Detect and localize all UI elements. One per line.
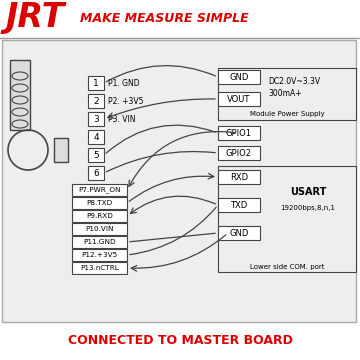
Bar bbox=[54, 138, 68, 162]
Text: P3. VIN: P3. VIN bbox=[108, 114, 135, 123]
Bar bbox=[218, 68, 356, 120]
Bar bbox=[72, 197, 127, 209]
Text: P7.PWR_ON: P7.PWR_ON bbox=[78, 186, 121, 193]
Text: 4: 4 bbox=[93, 132, 99, 141]
Bar bbox=[88, 112, 104, 126]
Text: GPIO1: GPIO1 bbox=[226, 129, 252, 138]
Text: 6: 6 bbox=[93, 168, 99, 177]
Bar bbox=[218, 92, 260, 106]
Text: TXD: TXD bbox=[230, 201, 248, 210]
Bar bbox=[10, 60, 30, 130]
Text: Lower side COM. port: Lower side COM. port bbox=[250, 264, 324, 270]
Text: GPIO2: GPIO2 bbox=[226, 148, 252, 158]
Text: P13.nCTRL: P13.nCTRL bbox=[80, 265, 119, 271]
Bar bbox=[218, 70, 260, 84]
Text: P12.+3V5: P12.+3V5 bbox=[81, 252, 118, 258]
Text: VOUT: VOUT bbox=[227, 94, 251, 104]
Bar bbox=[72, 236, 127, 248]
Text: P10.VIN: P10.VIN bbox=[85, 226, 114, 232]
Bar bbox=[72, 249, 127, 261]
Bar bbox=[88, 166, 104, 180]
Bar bbox=[2, 40, 356, 322]
Text: P8.TXD: P8.TXD bbox=[86, 200, 113, 206]
Bar bbox=[88, 130, 104, 144]
Bar bbox=[218, 170, 260, 184]
Text: P11.GND: P11.GND bbox=[83, 239, 116, 245]
Text: 1: 1 bbox=[93, 78, 99, 87]
Bar bbox=[218, 198, 260, 212]
Bar bbox=[218, 226, 260, 240]
Text: Module Power Supply: Module Power Supply bbox=[250, 111, 324, 117]
Bar bbox=[72, 210, 127, 222]
Text: 3: 3 bbox=[93, 114, 99, 123]
Bar bbox=[88, 148, 104, 162]
Text: 2: 2 bbox=[93, 96, 99, 105]
Text: P9.RXD: P9.RXD bbox=[86, 213, 113, 219]
Bar bbox=[218, 166, 356, 272]
Bar bbox=[72, 223, 127, 235]
Bar bbox=[218, 126, 260, 140]
Text: GND: GND bbox=[229, 72, 249, 81]
Text: DC2.0V~3.3V: DC2.0V~3.3V bbox=[268, 77, 320, 86]
Bar bbox=[72, 184, 127, 196]
Text: USART: USART bbox=[290, 187, 326, 197]
Text: P2. +3V5: P2. +3V5 bbox=[108, 96, 144, 105]
Text: JRT: JRT bbox=[6, 1, 66, 35]
Bar bbox=[218, 146, 260, 160]
Text: GND: GND bbox=[229, 229, 249, 238]
Bar bbox=[72, 262, 127, 274]
Text: RXD: RXD bbox=[230, 172, 248, 181]
Bar bbox=[88, 76, 104, 90]
Bar bbox=[88, 94, 104, 108]
Text: 300mA+: 300mA+ bbox=[268, 89, 302, 98]
Text: 5: 5 bbox=[93, 150, 99, 159]
Text: 19200bps,8,n,1: 19200bps,8,n,1 bbox=[280, 205, 336, 211]
Text: P1. GND: P1. GND bbox=[108, 78, 140, 87]
Text: CONNECTED TO MASTER BOARD: CONNECTED TO MASTER BOARD bbox=[68, 333, 292, 346]
Text: MAKE MEASURE SIMPLE: MAKE MEASURE SIMPLE bbox=[80, 12, 249, 24]
